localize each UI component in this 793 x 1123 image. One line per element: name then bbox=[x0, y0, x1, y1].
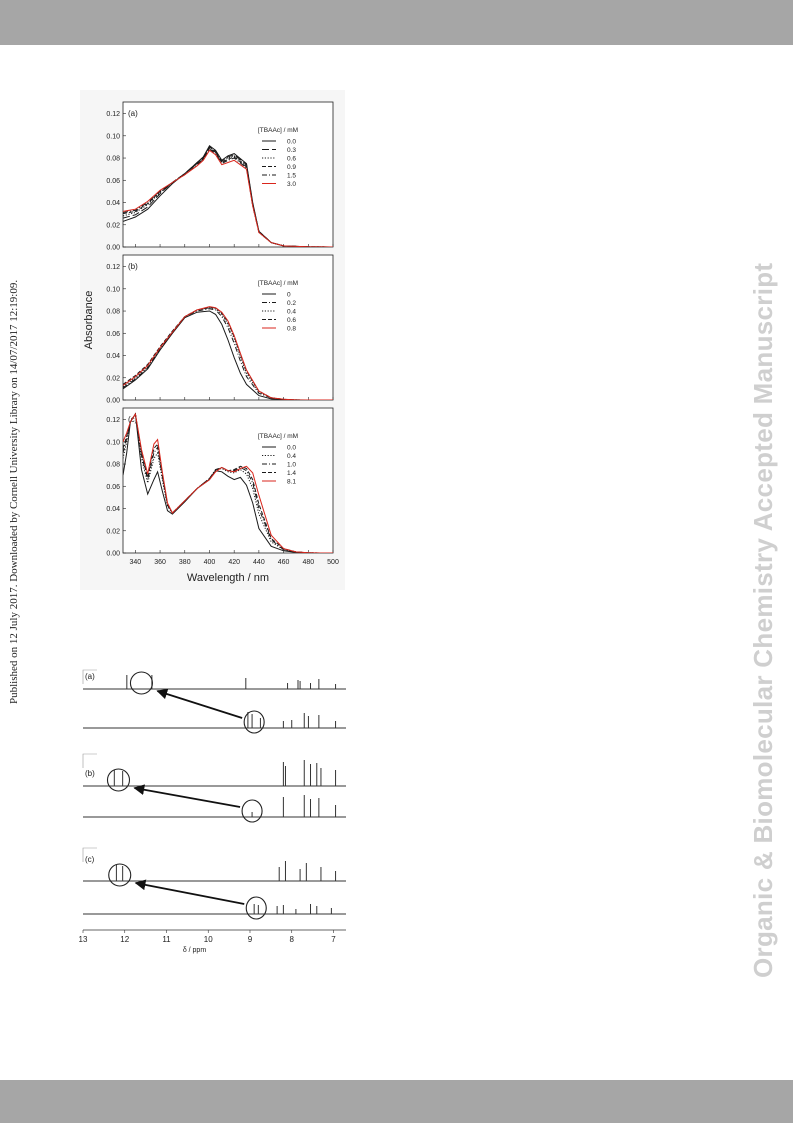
y-tick-label: 0.10 bbox=[106, 133, 120, 140]
legend-entry: 0.0 bbox=[287, 139, 296, 146]
spectrum-line-0.3 bbox=[123, 146, 333, 247]
legend-entry: 0.0 bbox=[287, 445, 296, 452]
uv-panel-c: 0.00 0.02 0.04 0.06 0.08 0.10 0.12 (c) [TBAAc] /… bbox=[106, 407, 339, 584]
y-tick-label: 0.10 bbox=[106, 439, 120, 446]
ppm-tick-label: 8 bbox=[290, 935, 295, 944]
legend-entry: 0.8 bbox=[287, 326, 296, 333]
y-tick-label: 0.08 bbox=[106, 462, 120, 469]
y-tick-label: 0.12 bbox=[106, 111, 120, 118]
legend-entry: 0.6 bbox=[287, 317, 296, 324]
plot-frame bbox=[122, 254, 334, 401]
nmr-spectra-figure: (a) (b) (c) 13 12 11 10 9 8 7 δ / ppm bbox=[78, 662, 353, 962]
legend-entry: 0.2 bbox=[287, 300, 296, 307]
uv-panel-b: 0.00 0.02 0.04 0.06 0.08 0.10 0.12 (b) [TBAAc] /… bbox=[106, 254, 334, 405]
spectrum-line-0.8 bbox=[123, 306, 333, 400]
legend-entry: 8.1 bbox=[287, 479, 296, 486]
accepted-manuscript-watermark: Organic & Biomolecular Chemistry Accepte… bbox=[748, 262, 778, 978]
y-tick-label: 0.02 bbox=[106, 222, 120, 229]
legend-title: [TBAAc] / mM bbox=[258, 127, 298, 134]
plot-frame bbox=[122, 101, 334, 248]
ppm-tick-label: 10 bbox=[204, 935, 213, 944]
panel-label: (a) bbox=[85, 672, 95, 681]
panel-label: (c) bbox=[85, 855, 95, 864]
y-tick-label: 0.04 bbox=[106, 353, 120, 360]
legend-entry: 3.0 bbox=[287, 181, 296, 188]
ppm-tick-label: 13 bbox=[79, 935, 88, 944]
highlight-ellipse-top bbox=[129, 671, 153, 695]
uv-vis-absorbance-figure: 0.000.020.040.060.080.100.12 (a)[TBAAc] /… bbox=[80, 90, 345, 590]
x-tick-label: 440 bbox=[253, 559, 265, 566]
panel-corner bbox=[82, 847, 97, 862]
y-tick-label: 0.02 bbox=[106, 375, 120, 382]
panel-label: (b) bbox=[85, 769, 95, 778]
ppm-tick-label: 11 bbox=[162, 935, 171, 944]
spectrum-line-8.1 bbox=[123, 412, 333, 553]
legend-entry: 0.3 bbox=[287, 147, 296, 154]
legend-entry: 1.5 bbox=[287, 173, 296, 180]
publication-notice: Published on 12 July 2017. Downloaded by… bbox=[8, 279, 20, 704]
spectrum-line-0.4 bbox=[123, 412, 333, 553]
nmr-background bbox=[78, 662, 353, 962]
y-tick-label: 0.00 bbox=[106, 398, 120, 405]
plot-frame bbox=[122, 407, 334, 554]
legend-entry: 1.4 bbox=[287, 470, 296, 477]
panel-label: (b) bbox=[128, 262, 138, 271]
uv-panel-a: 0.00 0.02 0.04 0.06 0.08 0.10 0.12 (a) [TBAAc] /… bbox=[106, 101, 334, 252]
highlight-ellipse-top bbox=[108, 863, 132, 887]
y-tick-label: 0.06 bbox=[106, 484, 120, 491]
highlight-ellipse-bottom bbox=[241, 799, 263, 823]
legend-entry: 0.9 bbox=[287, 164, 296, 171]
highlight-ellipse-bottom bbox=[245, 896, 267, 920]
y-tick-label: 0.00 bbox=[106, 245, 120, 252]
panel-corner bbox=[82, 669, 97, 684]
legend-entry: 0.4 bbox=[287, 309, 296, 316]
x-tick-label: 500 bbox=[327, 559, 339, 566]
x-tick-label: 360 bbox=[154, 559, 166, 566]
shift-arrow bbox=[156, 688, 243, 719]
y-tick-label: 0.12 bbox=[106, 417, 120, 424]
y-tick-label: 0.04 bbox=[106, 506, 120, 513]
nmr-panel-c: (c) bbox=[82, 847, 346, 920]
legend-title: [TBAAc] / mM bbox=[258, 280, 298, 287]
x-axis-label: Wavelength / nm bbox=[187, 572, 269, 584]
legend-entry: 0.4 bbox=[287, 453, 296, 460]
y-tick-label: 0.00 bbox=[106, 551, 120, 558]
y-tick-label: 0.04 bbox=[106, 200, 120, 207]
panel-corner bbox=[82, 753, 97, 768]
y-tick-label: 0.10 bbox=[106, 286, 120, 293]
ppm-tick-label: 12 bbox=[120, 935, 129, 944]
legend-title: [TBAAc] / mM bbox=[258, 433, 298, 440]
x-tick-label: 460 bbox=[278, 559, 290, 566]
y-tick-label: 0.12 bbox=[106, 264, 120, 271]
spectrum-line-1.4 bbox=[123, 412, 333, 553]
shift-arrow bbox=[133, 784, 241, 808]
panel-label: (a) bbox=[128, 109, 138, 118]
x-tick-label: 480 bbox=[302, 559, 314, 566]
x-tick-label: 340 bbox=[130, 559, 142, 566]
x-tick-label: 380 bbox=[179, 559, 191, 566]
y-tick-label: 0.08 bbox=[106, 309, 120, 316]
highlight-ellipse-top bbox=[106, 768, 131, 792]
y-axis-label: Absorbance bbox=[83, 291, 95, 350]
footer-bar bbox=[0, 1080, 793, 1123]
legend-entry: 0 bbox=[287, 292, 291, 299]
highlight-ellipse-bottom bbox=[243, 710, 265, 734]
nmr-panel-a: (a) bbox=[82, 669, 346, 734]
x-tick-label: 400 bbox=[204, 559, 216, 566]
y-tick-label: 0.02 bbox=[106, 528, 120, 535]
spectrum-line-3.0 bbox=[123, 149, 333, 247]
ppm-axis-label: δ / ppm bbox=[183, 947, 207, 954]
header-bar bbox=[0, 0, 793, 45]
legend-entry: 1.0 bbox=[287, 462, 296, 469]
y-tick-label: 0.08 bbox=[106, 156, 120, 163]
y-tick-label: 0.06 bbox=[106, 331, 120, 338]
panel-label: (c) bbox=[128, 415, 138, 424]
ppm-tick-label: 7 bbox=[331, 935, 336, 944]
x-tick-label: 420 bbox=[228, 559, 240, 566]
nmr-panel-b: (b) bbox=[82, 753, 346, 823]
ppm-tick-label: 9 bbox=[248, 935, 253, 944]
y-tick-label: 0.06 bbox=[106, 178, 120, 185]
legend-entry: 0.6 bbox=[287, 156, 296, 163]
shift-arrow bbox=[134, 879, 245, 905]
